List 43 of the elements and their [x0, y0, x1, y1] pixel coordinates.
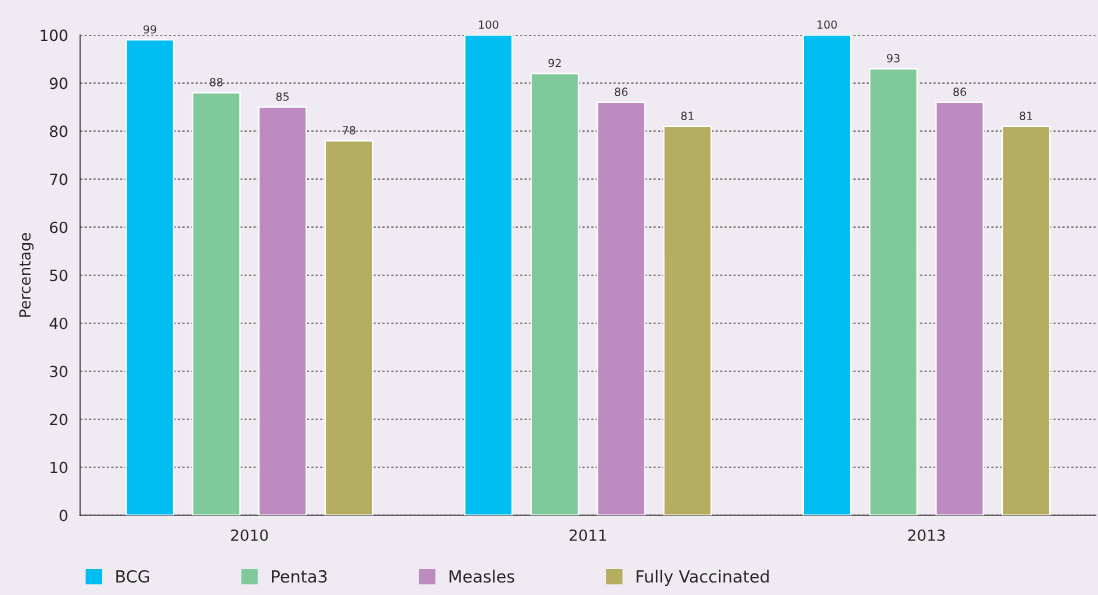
- x-tick-label: 2013: [908, 529, 945, 541]
- bar: [935, 101, 985, 516]
- legend-label: Penta3: [272, 570, 327, 583]
- bar: [258, 106, 308, 516]
- bar: [191, 92, 241, 516]
- data-label: 100: [479, 20, 499, 29]
- data-label: 100: [817, 20, 837, 29]
- data-label: 88: [209, 78, 223, 87]
- legend-label: Fully Vaccinated: [636, 569, 769, 586]
- y-tick-label: 40: [49, 317, 68, 330]
- data-label: 86: [953, 87, 967, 97]
- data-label: 81: [681, 111, 694, 121]
- bar: [324, 140, 374, 516]
- bar: [596, 101, 646, 516]
- y-axis-title: Percentage: [19, 233, 34, 317]
- y-tick-label: 70: [50, 173, 68, 186]
- y-tick-label: 90: [49, 77, 68, 90]
- legend-label: BCG: [116, 570, 150, 583]
- data-label: 93: [886, 53, 900, 63]
- bar: [125, 39, 175, 516]
- y-tick-label: 60: [49, 221, 68, 234]
- data-label: 85: [276, 92, 289, 101]
- y-tick-label: 30: [50, 365, 68, 378]
- bar: [530, 72, 580, 516]
- bar: [663, 125, 712, 516]
- legend-label: Measles: [449, 569, 515, 583]
- bar: [802, 35, 852, 516]
- y-tick-label: 0: [59, 509, 68, 522]
- data-label: 99: [143, 25, 157, 34]
- y-tick-label: 20: [50, 413, 68, 426]
- y-tick-label: 10: [50, 461, 68, 474]
- x-tick-label: 2011: [569, 529, 607, 541]
- bar: [868, 68, 918, 516]
- data-label: 92: [548, 58, 561, 68]
- y-tick-label: 80: [49, 125, 68, 138]
- data-label: 86: [614, 87, 628, 97]
- bar: [1001, 125, 1051, 516]
- bar: [464, 35, 513, 516]
- data-label: 78: [342, 126, 356, 135]
- x-tick-label: 2010: [231, 529, 268, 541]
- y-tick-label: 50: [50, 269, 68, 282]
- data-label: 81: [1019, 111, 1033, 121]
- y-tick-label: 100: [40, 29, 68, 42]
